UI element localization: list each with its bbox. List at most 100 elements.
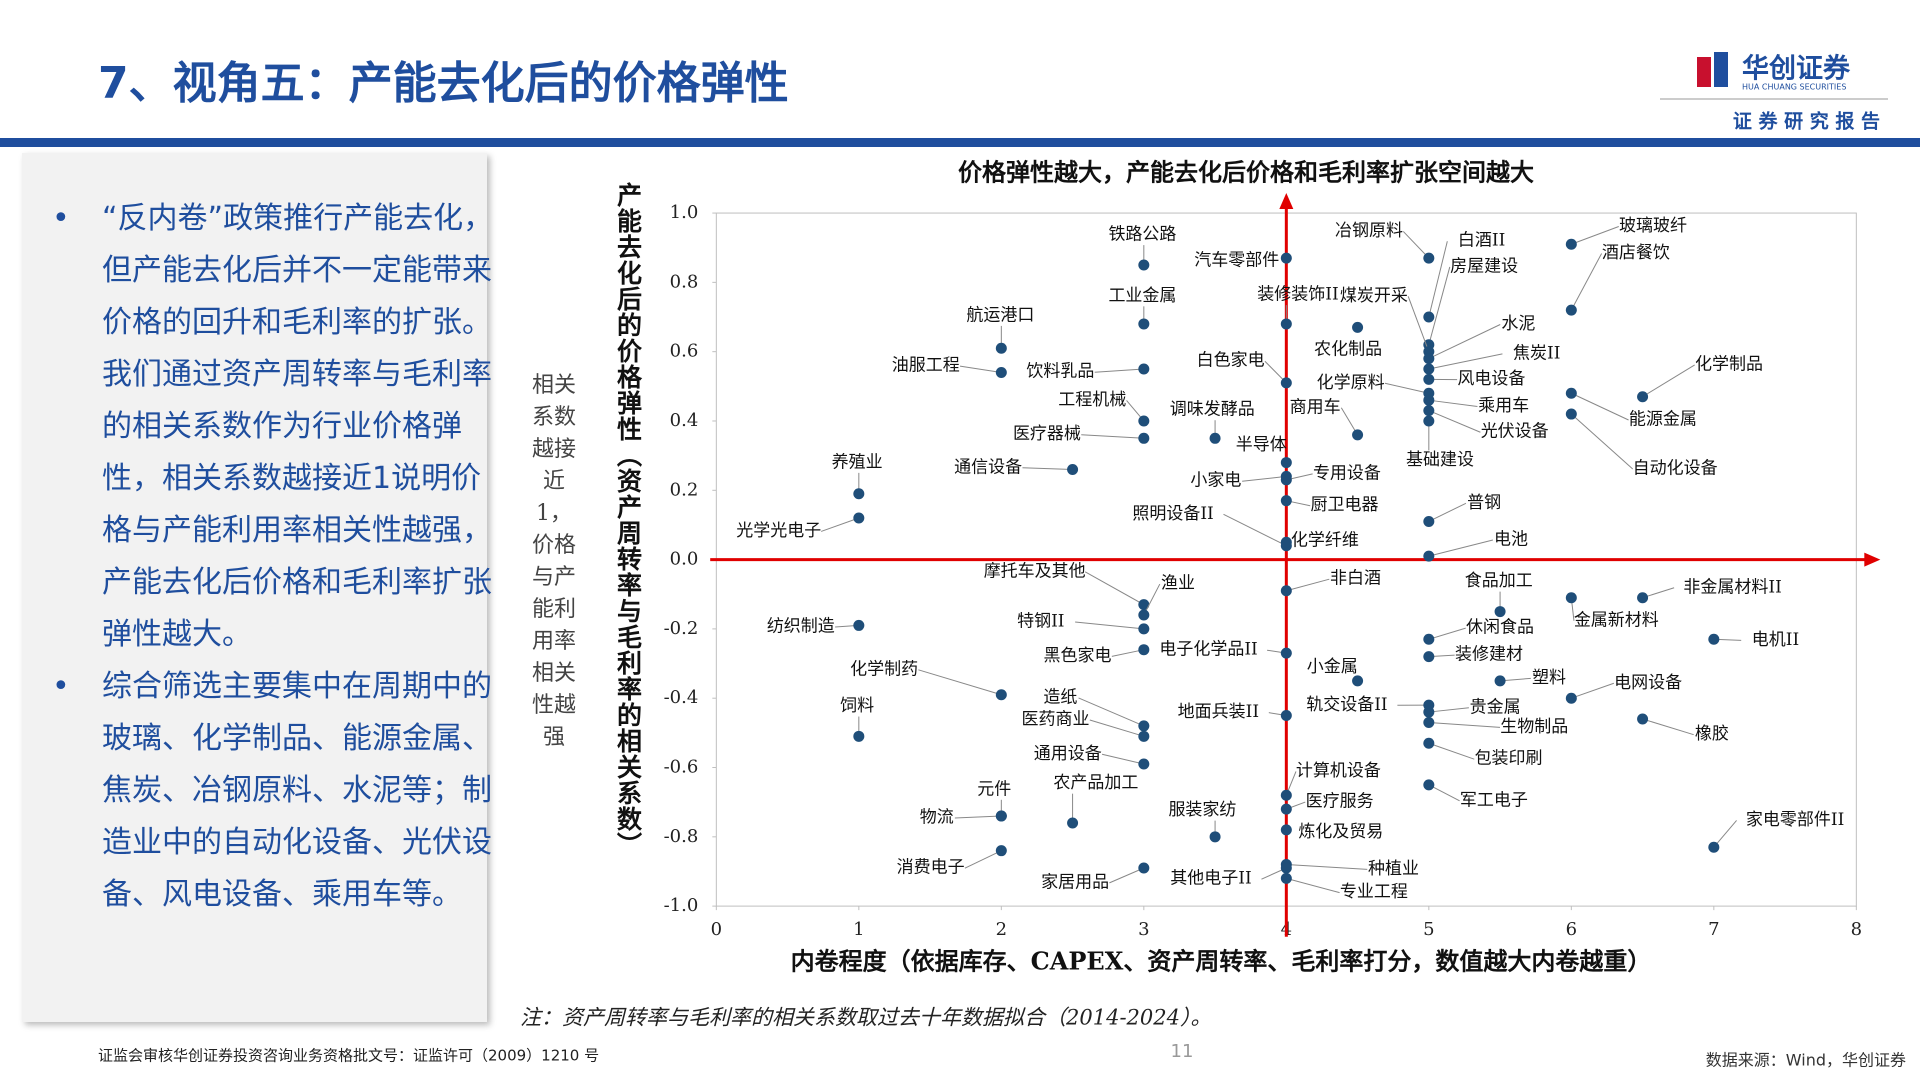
x-tick-label: 8 xyxy=(1851,919,1862,940)
point xyxy=(995,689,1007,701)
point-label: 纺织制造 xyxy=(767,616,835,636)
point xyxy=(1280,824,1292,836)
point-label: 化学制药 xyxy=(850,659,918,679)
point xyxy=(1352,675,1364,687)
point-label: 厨卫电器 xyxy=(1310,495,1378,515)
arrow-head xyxy=(1864,552,1881,567)
logo-icon xyxy=(1697,57,1711,87)
point xyxy=(1138,415,1150,427)
point-label: 航运港口 xyxy=(966,305,1034,325)
leader-line xyxy=(918,669,1002,696)
point-label: 装修建材 xyxy=(1455,645,1523,665)
leader-line xyxy=(1642,364,1695,398)
y-tick-label: -0.6 xyxy=(664,757,699,778)
x-tick-label: 3 xyxy=(1138,919,1149,940)
point-label: 渔业 xyxy=(1161,574,1195,594)
point-label: 汽车零部件 xyxy=(1194,250,1279,270)
point-label: 油服工程 xyxy=(892,356,960,376)
point xyxy=(1067,463,1079,475)
point-label: 光伏设备 xyxy=(1481,422,1549,442)
leader-line xyxy=(1571,682,1615,699)
point-label: 照明设备II xyxy=(1132,504,1213,524)
point xyxy=(1565,408,1577,420)
leader-line xyxy=(1286,877,1340,894)
leader-line xyxy=(1223,513,1287,547)
point xyxy=(1423,706,1435,718)
leader-line xyxy=(1642,718,1694,736)
point-label: 焦炭II xyxy=(1513,343,1560,363)
leader-line xyxy=(1428,539,1493,557)
point xyxy=(853,488,865,500)
leader-line xyxy=(1286,578,1330,592)
point-label: 食品加工 xyxy=(1465,571,1533,591)
y-tick-label: 0.6 xyxy=(670,341,699,362)
point-label: 计算机设备 xyxy=(1296,761,1381,781)
point xyxy=(1209,432,1221,444)
y-tick-label: 1.0 xyxy=(670,202,699,223)
point xyxy=(1138,363,1150,375)
point xyxy=(1280,585,1292,597)
y-tick-label: 0.0 xyxy=(670,549,699,570)
point-label: 电机II xyxy=(1752,630,1799,650)
point xyxy=(1423,373,1435,385)
point-label: 种植业 xyxy=(1368,859,1419,879)
point xyxy=(1423,415,1435,427)
point xyxy=(1423,363,1435,375)
x-axis-label: 内卷程度（依据库存、CAPEX、资产周转率、毛利率打分，数值越大内卷越重） xyxy=(791,947,1652,976)
point-label: 房屋建设 xyxy=(1450,256,1518,276)
leader-line xyxy=(1075,621,1144,630)
point xyxy=(1423,633,1435,645)
point-label: 造纸 xyxy=(1043,687,1077,707)
point-label: 通信设备 xyxy=(954,457,1022,477)
header-bar xyxy=(0,138,1920,147)
point-label: 饲料 xyxy=(840,696,874,716)
leader-line xyxy=(1022,467,1073,470)
point-label: 专用设备 xyxy=(1313,463,1381,483)
point-label: 生物制品 xyxy=(1500,717,1568,737)
point-label: 金属新材料 xyxy=(1574,610,1659,630)
point-label: 农产品加工 xyxy=(1053,773,1138,793)
point-label: 元件 xyxy=(977,779,1011,799)
point-label: 医疗器械 xyxy=(1013,424,1081,444)
point xyxy=(995,845,1007,857)
point-label: 医疗服务 xyxy=(1306,792,1374,812)
point xyxy=(1423,737,1435,749)
point xyxy=(1138,758,1150,770)
point xyxy=(1280,318,1292,330)
point xyxy=(1138,318,1150,330)
point xyxy=(853,619,865,631)
point xyxy=(1138,259,1150,271)
y-tick-label: -0.4 xyxy=(664,687,699,708)
leader-line xyxy=(1428,410,1481,433)
point xyxy=(1280,536,1292,548)
point-label: 酒店餐饮 xyxy=(1602,243,1670,263)
point xyxy=(1352,321,1364,333)
leader-line xyxy=(1407,296,1430,352)
point xyxy=(853,512,865,524)
text-panel: “反内卷”政策推行产能去化，但产能去化后并不一定能带来价格的回升和毛利率的扩张。… xyxy=(22,153,493,1022)
point-label: 黑色家电 xyxy=(1044,646,1112,666)
point-label: 贵金属 xyxy=(1470,697,1521,717)
point-label: 白酒II xyxy=(1458,231,1505,251)
point-label: 地面兵装II xyxy=(1178,702,1259,722)
point xyxy=(1423,405,1435,417)
point-label: 调味发酵品 xyxy=(1170,400,1255,420)
point-label: 冶钢原料 xyxy=(1335,221,1403,241)
point-label: 普钢 xyxy=(1467,493,1501,513)
y-tick-label: 0.2 xyxy=(670,479,699,500)
x-tick-label: 6 xyxy=(1566,919,1577,940)
point-label: 乘用车 xyxy=(1478,396,1529,416)
y-axis-label: 产能去化后的价格弹性（资产周转率与毛利率的相关系数） xyxy=(614,182,643,858)
point-label: 小金属 xyxy=(1307,657,1358,677)
point-label: 塑料 xyxy=(1532,668,1566,688)
logo-subtext: HUA CHUANG SECURITIES xyxy=(1742,83,1846,92)
point-label: 饮料乳品 xyxy=(1026,362,1094,382)
point xyxy=(1138,862,1150,874)
point-label: 装修装饰II xyxy=(1257,285,1338,305)
point xyxy=(1138,720,1150,732)
leader-line xyxy=(1428,353,1503,370)
leader-line xyxy=(1428,721,1501,728)
point xyxy=(1708,633,1720,645)
point-label: 其他电子II xyxy=(1170,869,1251,889)
